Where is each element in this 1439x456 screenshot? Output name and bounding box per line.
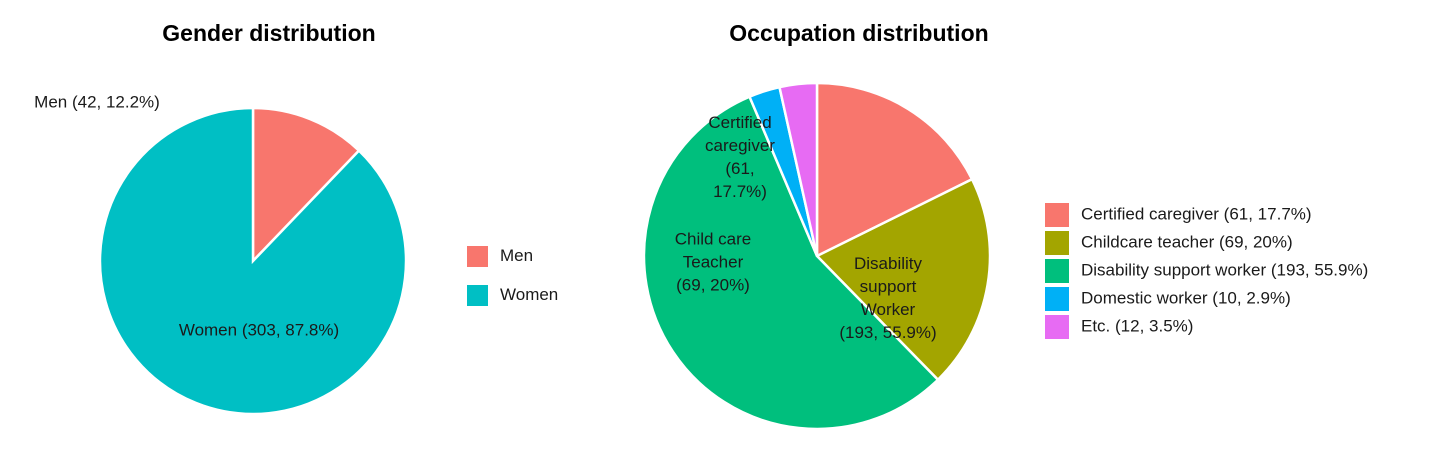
slice-label-disability-support-worker: Disability bbox=[854, 254, 923, 273]
gender-chart: Gender distribution Men (42, 12.2%) Women… bbox=[34, 20, 558, 416]
gender-chart-title: Gender distribution bbox=[162, 20, 375, 46]
legend-key-men bbox=[467, 246, 488, 267]
legend-key-childcare-teacher bbox=[1045, 231, 1069, 255]
slice-label-childcare-teacher: Teacher bbox=[683, 252, 744, 271]
pie-slice-women bbox=[98, 106, 408, 416]
slice-label-certified-caregiver: (61, bbox=[725, 159, 754, 178]
slice-label-certified-caregiver: 17.7%) bbox=[713, 182, 767, 201]
legend-label-women: Women bbox=[500, 285, 558, 304]
occupation-chart-title: Occupation distribution bbox=[729, 20, 988, 46]
gender-pie bbox=[98, 106, 408, 416]
legend-label-domestic-worker: Domestic worker (10, 2.9%) bbox=[1081, 288, 1291, 307]
occupation-slice-labels: Certified caregiver (61, 17.7%) Child care Te… bbox=[675, 113, 937, 342]
legend-key-women bbox=[467, 285, 488, 306]
slice-label-childcare-teacher: Child care bbox=[675, 229, 752, 248]
legend-label-childcare-teacher: Childcare teacher (69, 20%) bbox=[1081, 232, 1293, 251]
pie-slice-certified-caregiver bbox=[815, 81, 974, 259]
legend-key-etc bbox=[1045, 315, 1069, 339]
legend-label-disability-support-worker: Disability support worker (193, 55.9%) bbox=[1081, 260, 1368, 279]
legend-key-certified-caregiver bbox=[1045, 203, 1069, 227]
pie-slice-disability-support-worker bbox=[642, 95, 940, 431]
gender-slice-labels: Men (42, 12.2%) Women (303, 87.8%) bbox=[34, 92, 339, 339]
slice-label-childcare-teacher: (69, 20%) bbox=[676, 275, 750, 294]
occupation-chart: Occupation distribution Certified caregiv… bbox=[642, 20, 1368, 431]
legend-label-men: Men bbox=[500, 246, 533, 265]
occupation-pie bbox=[642, 81, 992, 431]
slice-label-disability-support-worker: support bbox=[860, 277, 917, 296]
slice-label-men: Men (42, 12.2%) bbox=[34, 92, 160, 111]
slice-label-women: Women (303, 87.8%) bbox=[179, 320, 339, 339]
legend-label-certified-caregiver: Certified caregiver (61, 17.7%) bbox=[1081, 204, 1312, 223]
legend-key-domestic-worker bbox=[1045, 287, 1069, 311]
gender-legend: Men Women bbox=[467, 246, 558, 306]
occupation-legend: Certified caregiver (61, 17.7%) Childcare… bbox=[1045, 203, 1368, 339]
slice-label-disability-support-worker: Worker bbox=[861, 300, 916, 319]
pie-slice-men bbox=[251, 106, 361, 265]
slice-label-certified-caregiver: Certified bbox=[708, 113, 771, 132]
legend-label-etc: Etc. (12, 3.5%) bbox=[1081, 316, 1193, 335]
pie-slice-childcare-teacher bbox=[814, 177, 992, 382]
pie-slice-etc bbox=[778, 81, 819, 257]
slice-label-disability-support-worker: (193, 55.9%) bbox=[839, 323, 936, 342]
legend-key-disability-support-worker bbox=[1045, 259, 1069, 283]
slice-label-certified-caregiver: caregiver bbox=[705, 136, 775, 155]
